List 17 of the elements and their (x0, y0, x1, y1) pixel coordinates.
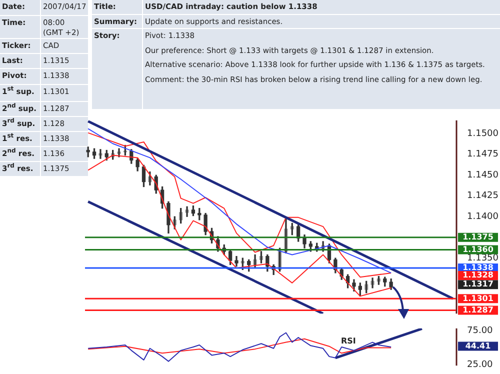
y-tick-label: 1.1350 (467, 253, 499, 264)
text: 1.1317 (462, 280, 494, 289)
text: 1.1328 (462, 270, 494, 280)
ref-line-label: 1.1375 (462, 232, 494, 242)
y-tick-label: 1.1500 (467, 129, 499, 140)
y-tick-label: 1.1450 (467, 170, 499, 180)
y-tick-label: 75.00 (467, 326, 494, 336)
text: 44.41 (465, 341, 492, 350)
ref-line-label: 1.1301 (462, 294, 494, 303)
y-tick-label: 25.00 (467, 360, 494, 370)
ref-line-label: 1.1287 (462, 305, 494, 314)
ref-line-label: 1.1338 (462, 263, 494, 272)
y-tick-label: 1.1475 (467, 150, 498, 160)
annotation: RSI (340, 336, 356, 346)
y-tick-label: 1.1425 (467, 191, 498, 202)
ref-line-label: 1.1360 (462, 244, 494, 254)
y-tick-label: 1.1400 (467, 212, 499, 222)
